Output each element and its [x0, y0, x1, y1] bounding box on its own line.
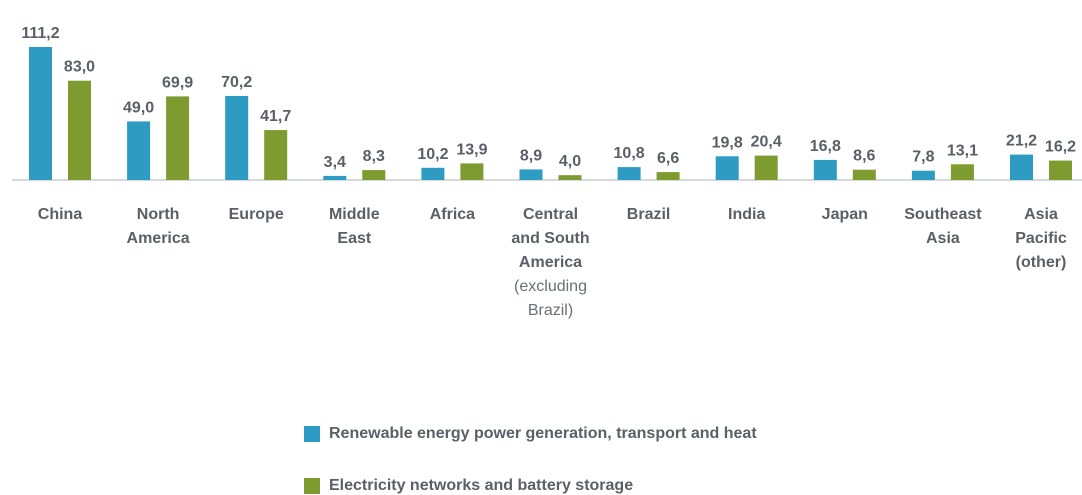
bar-networks-10	[1049, 160, 1072, 180]
value-label-renewables-0: 111,2	[21, 25, 59, 42]
bar-networks-9	[950, 164, 974, 180]
value-label-networks-0: 83,0	[64, 59, 95, 76]
value-label-networks-5: 4,0	[559, 153, 581, 170]
value-labels-group: 111,2 83,0 49,0 69,9 70,2 41,7 3,4 8,3 10,2 13,9 8…	[21, 25, 1076, 171]
category-label-4: Africa	[430, 206, 475, 223]
bar-renewables-0	[29, 47, 52, 180]
value-label-renewables-1: 49,0	[123, 99, 154, 116]
legend-swatch-networks	[304, 478, 320, 494]
value-label-networks-3: 8,3	[363, 148, 385, 165]
value-label-networks-9: 13,1	[947, 142, 978, 159]
value-label-renewables-5: 8,9	[520, 147, 542, 164]
bar-networks-3	[362, 170, 386, 180]
legend-label-networks: Electricity networks and battery storage	[329, 477, 634, 494]
value-label-renewables-10: 21,2	[1006, 133, 1037, 150]
bar-renewables-9	[911, 170, 935, 180]
value-label-networks-6: 6,6	[657, 150, 679, 167]
value-label-networks-2: 41,7	[260, 108, 291, 125]
bar-renewables-6	[617, 167, 641, 180]
bar-networks-4	[460, 163, 484, 180]
category-label-9: Southeast Asia	[904, 206, 982, 247]
value-label-renewables-9: 7,8	[912, 149, 934, 166]
value-label-renewables-6: 10,8	[614, 145, 645, 162]
value-label-networks-1: 69,9	[162, 74, 193, 91]
category-labels-group: China North America Europe Middle East Africa C…	[38, 206, 1067, 319]
bar-renewables-10	[1010, 154, 1033, 180]
category-label-10: Asia Pacific (other)	[1015, 206, 1067, 271]
legend-item-networks: Electricity networks and battery storage	[304, 477, 633, 495]
bar-renewables-8	[813, 159, 837, 180]
bar-renewables-3	[323, 175, 347, 180]
value-label-renewables-7: 19,8	[712, 134, 743, 151]
category-label-1: North America	[127, 206, 190, 247]
bar-networks-8	[852, 169, 876, 180]
bar-renewables-4	[421, 167, 445, 180]
value-label-networks-7: 20,4	[751, 134, 782, 151]
value-label-networks-8: 8,6	[853, 148, 875, 165]
legend-swatch-renewables	[304, 426, 320, 442]
bar-networks-0	[68, 80, 91, 180]
bar-renewables-7	[715, 156, 739, 180]
legend-label-renewables: Renewable energy power generation, trans…	[329, 425, 757, 442]
bar-renewables-1	[127, 121, 151, 180]
bar-networks-5	[558, 175, 582, 180]
category-label-8: Japan	[822, 206, 868, 223]
bar-renewables-5	[519, 169, 543, 180]
bar-networks-6	[656, 172, 680, 180]
bar-renewables-2	[225, 96, 249, 180]
category-label-5: Central and South America (excluding Brazil)	[511, 206, 589, 319]
category-label-7: India	[728, 206, 765, 223]
category-label-2: Europe	[229, 206, 284, 223]
bars-group	[29, 47, 1072, 180]
value-label-renewables-3: 3,4	[324, 154, 346, 171]
value-label-renewables-8: 16,8	[810, 138, 841, 155]
category-label-3: Middle East	[329, 206, 380, 247]
category-label-0: China	[38, 206, 83, 223]
bar-networks-2	[264, 130, 288, 180]
value-label-networks-10: 16,2	[1045, 139, 1076, 156]
value-label-networks-4: 13,9	[456, 141, 487, 158]
value-label-renewables-2: 70,2	[221, 74, 252, 91]
bar-networks-1	[166, 96, 190, 180]
bar-networks-7	[754, 155, 778, 180]
legend-item-renewables: Renewable energy power generation, trans…	[304, 425, 757, 443]
value-label-renewables-4: 10,2	[417, 146, 448, 163]
category-label-6: Brazil	[627, 206, 671, 223]
